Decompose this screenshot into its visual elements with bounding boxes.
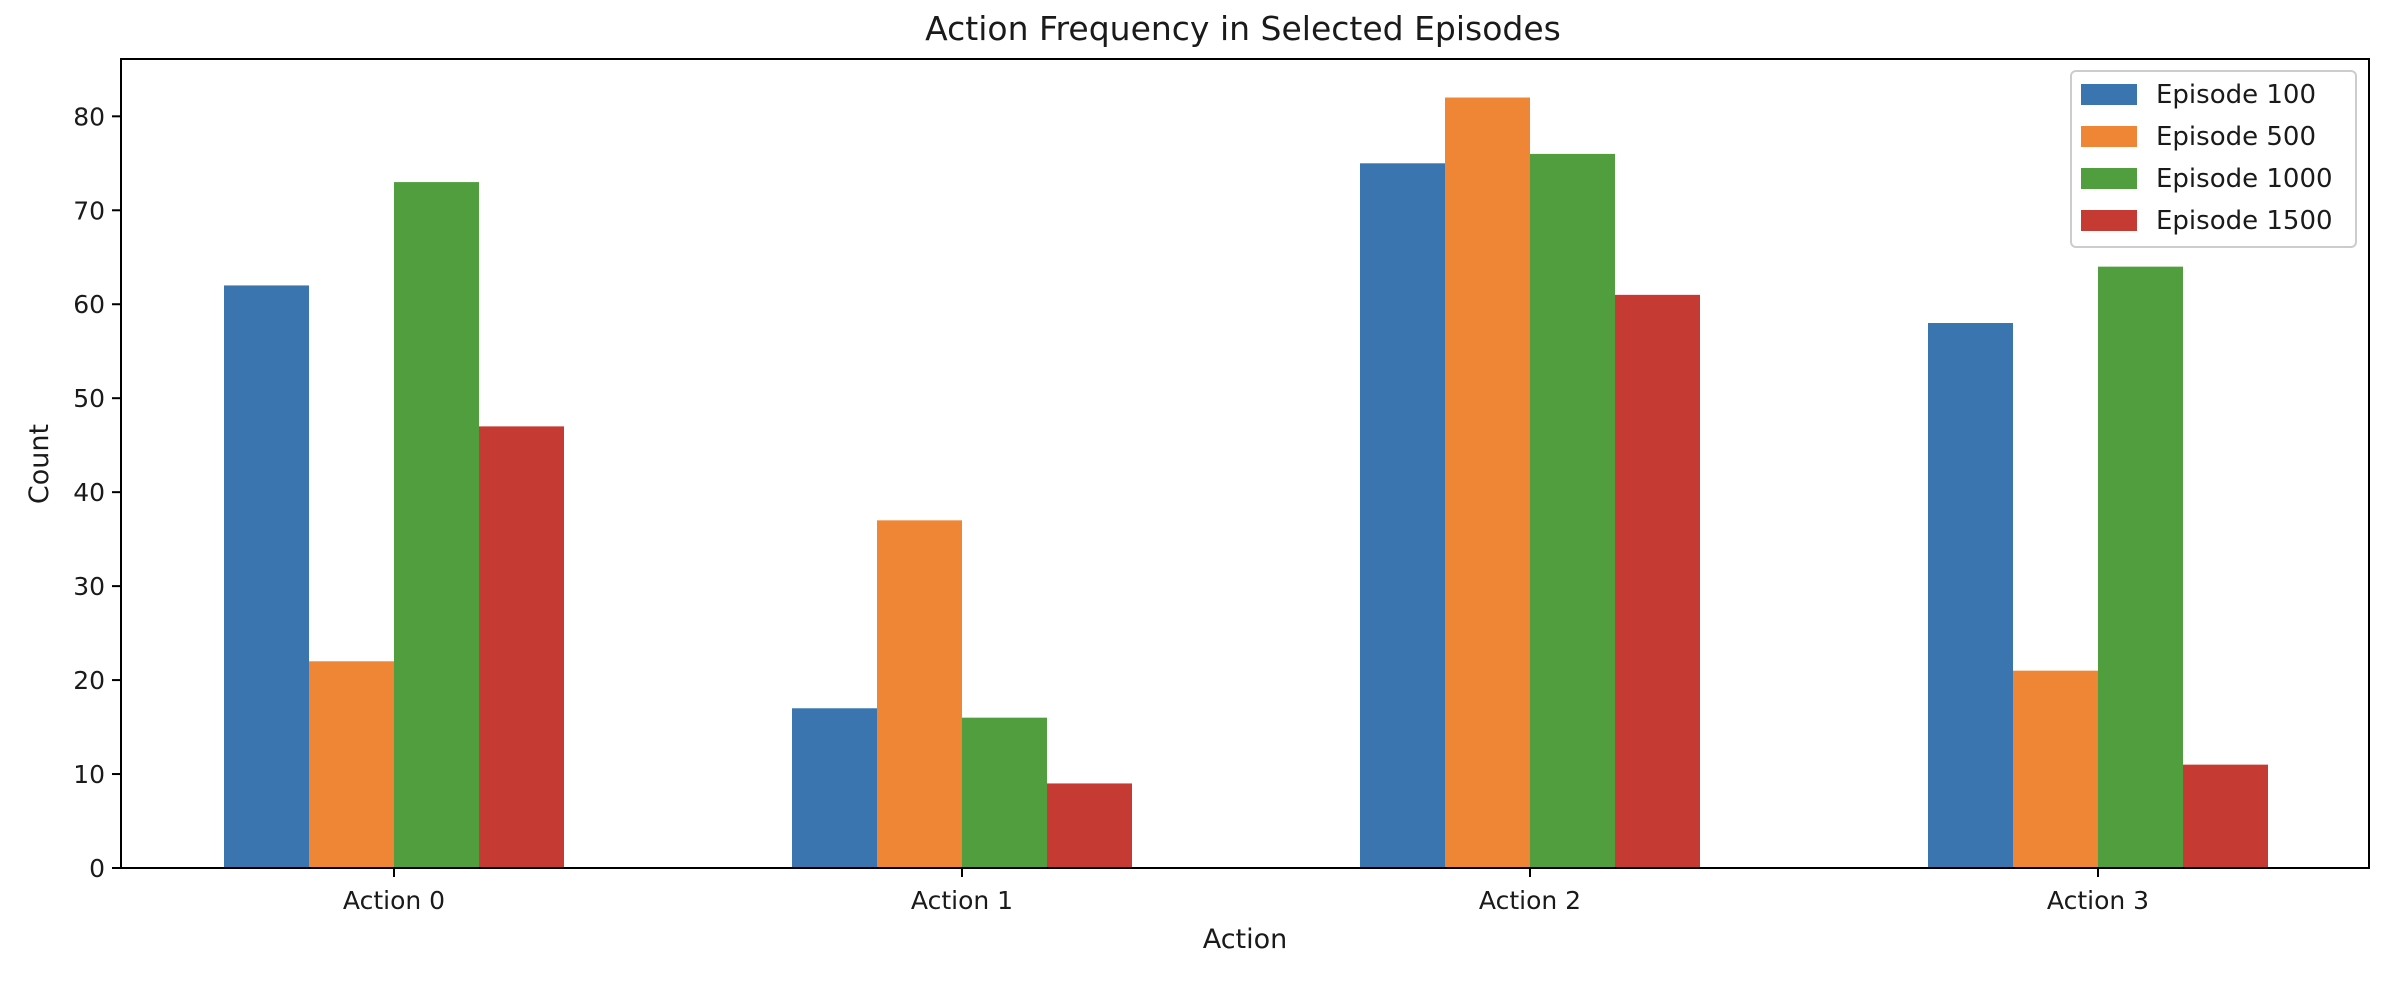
legend-items: Episode 100 Episode 500 Episode 1000 Episod… [2081, 80, 2333, 236]
bar-episode-100-action-3 [1928, 323, 2013, 868]
legend-label: Episode 500 [2156, 122, 2316, 152]
y-tick-label: 20 [73, 666, 105, 695]
y-axis: 0 10 20 30 40 50 60 70 80 [73, 102, 121, 883]
legend-label: Episode 1000 [2156, 164, 2333, 194]
legend-label: Episode 1500 [2156, 206, 2333, 236]
plot-frame [120, 58, 2370, 869]
legend-swatch [2081, 126, 2137, 147]
legend-box [2070, 70, 2357, 248]
y-tick-label: 70 [73, 196, 105, 225]
bar-episode-500-action-2 [1445, 97, 1530, 868]
x-axis: Action 0 Action 1 Action 2 Action 3 [343, 868, 2149, 915]
y-axis-label: Count [24, 424, 55, 504]
x-tick-label: Action 2 [1479, 886, 1581, 915]
legend-swatch [2081, 84, 2137, 105]
x-tick-label: Action 3 [2047, 886, 2149, 915]
bar-episode-1500-action-3 [2183, 764, 2268, 868]
bar-episode-1500-action-2 [1615, 294, 1700, 869]
y-tick-label: 0 [89, 854, 105, 883]
legend: Episode 100 Episode 500 Episode 1000 Episod… [2070, 70, 2357, 248]
y-tick-label: 50 [73, 384, 105, 413]
bar-episode-500-action-1 [877, 520, 962, 868]
bar-episode-100-action-0 [224, 285, 309, 868]
bar-episode-500-action-3 [2013, 670, 2098, 868]
bar-episode-1000-action-3 [2098, 266, 2183, 868]
bar-episode-500-action-0 [309, 661, 394, 868]
y-tick-label: 80 [73, 102, 105, 131]
bar-episode-100-action-2 [1360, 163, 1445, 869]
y-tick-label: 60 [73, 290, 105, 319]
x-tick-label: Action 1 [911, 886, 1013, 915]
y-tick-label: 10 [73, 760, 105, 789]
bar-episode-1000-action-2 [1530, 153, 1615, 868]
x-tick-label: Action 0 [343, 886, 445, 915]
bar-episode-100-action-1 [792, 708, 877, 868]
bar-episode-1500-action-1 [1047, 783, 1132, 868]
y-tick-label: 40 [73, 478, 105, 507]
bar-episode-1500-action-0 [479, 426, 564, 868]
bar-episode-1000-action-1 [962, 717, 1047, 868]
bar-episode-1000-action-0 [394, 182, 479, 869]
chart-title: Action Frequency in Selected Episodes [925, 9, 1561, 48]
legend-swatch [2081, 210, 2137, 231]
x-axis-label: Action [1203, 924, 1288, 955]
legend-label: Episode 100 [2156, 80, 2316, 110]
y-tick-label: 30 [73, 572, 105, 601]
bars-group [224, 97, 2268, 869]
legend-swatch [2081, 168, 2137, 189]
